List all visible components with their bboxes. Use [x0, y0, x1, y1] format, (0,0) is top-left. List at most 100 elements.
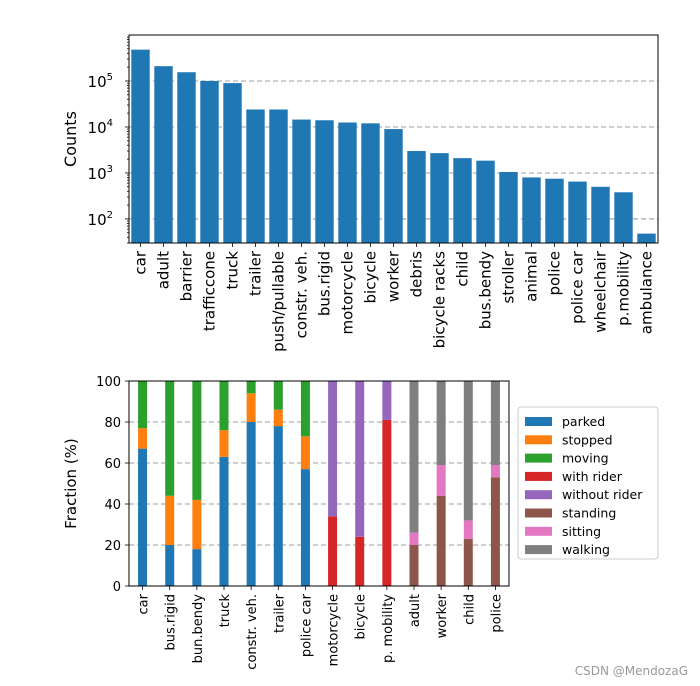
x-tick-label: child — [454, 251, 472, 287]
bar-segment-child-standing — [463, 538, 473, 586]
bar-segment-police-car-moving — [300, 381, 310, 437]
x-tick-label: p. mobility — [381, 594, 396, 663]
y-tick-label: 103 — [88, 164, 113, 183]
bar-bicycle — [361, 123, 380, 243]
x-tick-label: adult — [155, 251, 173, 289]
x-tick-label: car — [137, 593, 152, 614]
x-tick-label: constr. veh. — [293, 251, 311, 338]
bar-segment-child-sitting — [463, 520, 473, 539]
x-tick-label: truck — [224, 251, 242, 290]
y-axis-label: Fraction (%) — [62, 438, 80, 529]
bar-segment-truck-parked — [219, 456, 229, 586]
x-tick-label: p.mobility — [615, 251, 633, 326]
bar-segment-bun-bendy-moving — [192, 381, 202, 500]
x-tick-label: wheelchair — [592, 250, 610, 333]
legend-swatch-sitting — [525, 526, 552, 536]
bar-barrier — [177, 72, 196, 244]
bar-police-car — [568, 181, 587, 243]
legend-box — [517, 406, 659, 560]
bar-debris — [407, 151, 426, 243]
bar-segment-police-car-parked — [300, 469, 310, 586]
bar-segment-bus-rigid-stopped — [165, 495, 175, 545]
bar-segment-p-mobility-with-rider — [382, 419, 392, 586]
bar-bicycle-racks — [430, 153, 449, 243]
fraction-chart: 0 20 40 60 80 100 car bus.rigid bun.bendy truck co… — [62, 375, 659, 670]
bar-segment-trailer-parked — [273, 426, 283, 586]
bar-segment-car-moving — [138, 381, 148, 429]
bar-segment-bus-rigid-moving — [165, 381, 175, 496]
legend-label-stopped: stopped — [562, 432, 613, 447]
watermark: CSDN @MendozaG — [574, 664, 688, 678]
bar-segment-constr-veh-moving — [246, 381, 256, 394]
counts-chart: 102 103 104 105 car adult barrier trafficcone tr… — [61, 34, 659, 352]
bar-child — [453, 158, 472, 243]
bar-push-pullable — [269, 109, 288, 243]
legend-label-walking: walking — [562, 542, 610, 557]
bar-animal — [522, 177, 541, 243]
bar-segment-motorcycle-without-rider — [328, 381, 338, 517]
x-tick-label: trafficcone — [201, 251, 219, 331]
plot-frame — [128, 380, 510, 587]
x-tick-label: worker — [435, 593, 450, 638]
x-tick-label: motorcycle — [339, 251, 357, 334]
x-tick-label: bun.bendy — [191, 594, 206, 664]
bar-ambulance — [637, 233, 656, 243]
bar-bus-rigid — [315, 120, 334, 243]
bar-p-mobility — [614, 192, 633, 243]
y-tick-label: 100 — [96, 375, 121, 390]
bar-truck — [223, 83, 242, 244]
bar-segment-bus-rigid-parked — [165, 545, 175, 586]
legend-label-sitting: sitting — [562, 524, 601, 539]
x-tick-label: barrier — [178, 250, 196, 301]
bar-segment-worker-sitting — [436, 465, 446, 496]
bar-segment-constr-veh-stopped — [246, 393, 256, 422]
bar-adult — [154, 66, 173, 243]
bar-segment-car-parked — [138, 448, 148, 586]
y-tick-label: 40 — [104, 498, 121, 513]
x-tick-label: trailer — [247, 250, 265, 296]
x-tick-label: police car — [569, 250, 587, 324]
bar-car — [131, 49, 150, 243]
y-tick-label: 105 — [88, 72, 113, 91]
legend-label-parked: parked — [562, 414, 605, 429]
bar-segment-child-walking — [463, 381, 473, 521]
x-tick-label: push/pullable — [270, 251, 288, 352]
legend-label-moving: moving — [562, 451, 609, 466]
x-tick-label: police car — [299, 593, 314, 657]
x-tick-label: animal — [523, 251, 541, 302]
bar-segment-police-standing — [490, 477, 500, 586]
bar-segment-worker-standing — [436, 495, 446, 586]
bar-segment-p-mobility-without-rider — [382, 381, 392, 420]
bar-wheelchair — [591, 186, 610, 243]
bar-police — [545, 178, 564, 243]
bar-segment-bun-bendy-stopped — [192, 499, 202, 550]
legend-label-without-rider: without rider — [562, 487, 643, 502]
legend-swatch-walking — [525, 545, 552, 555]
y-tick-label: 104 — [88, 118, 113, 137]
bar-bus-bendy — [476, 160, 495, 243]
bar-segment-adult-standing — [409, 545, 419, 586]
x-tick-label: child — [462, 594, 477, 625]
legend: parked stopped moving with rider without rid… — [517, 406, 659, 560]
bar-segment-police-car-stopped — [300, 436, 310, 470]
bar-segment-police-sitting — [490, 465, 500, 478]
legend-swatch-standing — [525, 508, 552, 518]
legend-swatch-stopped — [525, 435, 552, 445]
legend-swatch-without-rider — [525, 490, 552, 500]
legend-swatch-parked — [525, 417, 552, 426]
bar-segment-constr-veh-parked — [246, 422, 256, 586]
x-tick-label: bus.bendy — [477, 251, 495, 329]
x-tick-label: ambulance — [638, 251, 656, 334]
legend-label-standing: standing — [562, 506, 616, 521]
x-tick-label: motorcycle — [327, 594, 342, 666]
legend-swatch-moving — [525, 453, 552, 463]
x-tick-label: trailer — [272, 593, 287, 633]
bar-segment-bicycle-without-rider — [355, 381, 365, 537]
bar-constr-veh — [292, 119, 311, 243]
x-tick-label: bus.rigid — [316, 251, 334, 316]
x-tick-label: truck — [218, 594, 233, 628]
y-tick-label: 102 — [88, 210, 113, 229]
bar-motorcycle — [338, 122, 357, 243]
bar-trailer — [246, 109, 265, 243]
